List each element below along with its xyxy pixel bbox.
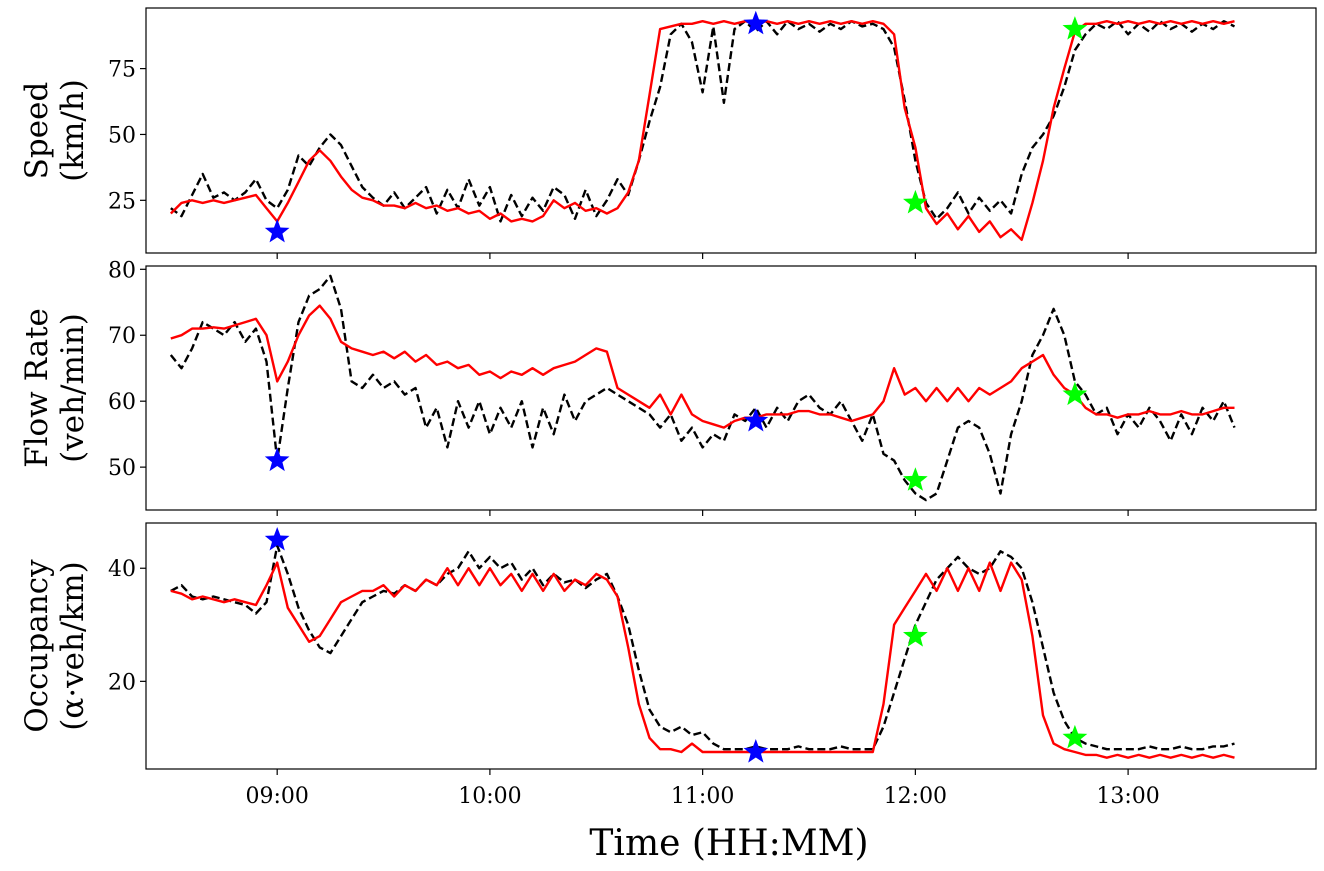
green-star-marker: [1062, 381, 1088, 406]
blue-star-marker: [743, 739, 769, 763]
x-axis-ticks: 09:00 10:00 11:00 12:00 13:00: [245, 784, 1159, 809]
y-tick-label: 20: [108, 670, 136, 695]
green-star-marker: [903, 467, 928, 491]
speed-panel: 25 50 75 Speed(km/h): [19, 7, 1317, 259]
y-tick-label: 80: [108, 258, 136, 283]
plot-frame: [145, 7, 1317, 254]
y-tick-label: 50: [108, 456, 136, 481]
prediction-line: [169, 20, 1235, 241]
blue-star-marker: [264, 218, 290, 243]
y-tick-label: 25: [108, 189, 136, 214]
y-axis-label-line: (α·veh/km): [55, 561, 91, 730]
flow-rate-panel: 50 60 70 80 Flow Rate(veh/min): [19, 258, 1317, 516]
plot-frame: [145, 522, 1317, 770]
prediction-line: [170, 304, 1235, 429]
occupancy-panel: 20 40 Occupancy(α·veh/km): [19, 522, 1317, 775]
blue-star-marker: [264, 447, 290, 472]
x-tick-label: 11:00: [671, 784, 734, 809]
x-tick-label: 13:00: [1096, 784, 1159, 809]
prediction-line: [170, 561, 1235, 759]
y-axis-label-line: Flow Rate: [19, 308, 55, 468]
y-tick-label: 75: [108, 58, 136, 83]
ground-truth-line: [169, 274, 1236, 502]
y-tick-label: 70: [108, 324, 136, 349]
y-axis-label-line: (veh/min): [55, 313, 91, 463]
y-axis-label: Speed(km/h): [19, 79, 91, 182]
y-axis-label: Flow Rate(veh/min): [19, 308, 91, 468]
green-star-marker: [1062, 16, 1088, 40]
green-star-marker: [903, 623, 928, 647]
y-axis-label-line: Speed: [19, 82, 55, 180]
blue-star-marker: [743, 408, 769, 432]
ground-truth-line: [170, 544, 1235, 751]
x-axis-label: Time (HH:MM): [589, 823, 868, 864]
green-star-marker: [903, 189, 928, 214]
ground-truth-line: [170, 20, 1236, 223]
plot-frame: [145, 265, 1317, 511]
x-tick-label: 12:00: [884, 784, 947, 809]
y-axis-label-line: (km/h): [55, 79, 91, 182]
chart-panels: 25 50 75 Speed(km/h) 50 60 70 80 Flow Rate(veh/m…: [19, 7, 1317, 775]
y-axis-label-line: Occupancy: [19, 559, 55, 733]
y-tick-label: 60: [108, 390, 136, 415]
green-star-marker: [1062, 724, 1088, 749]
blue-star-marker: [264, 527, 290, 551]
x-tick-label: 09:00: [245, 784, 308, 809]
y-axis-label: Occupancy(α·veh/km): [19, 559, 91, 733]
y-tick-label: 50: [108, 123, 136, 148]
x-tick-label: 10:00: [458, 784, 521, 809]
blue-star-marker: [743, 10, 769, 35]
y-tick-label: 40: [108, 557, 136, 582]
